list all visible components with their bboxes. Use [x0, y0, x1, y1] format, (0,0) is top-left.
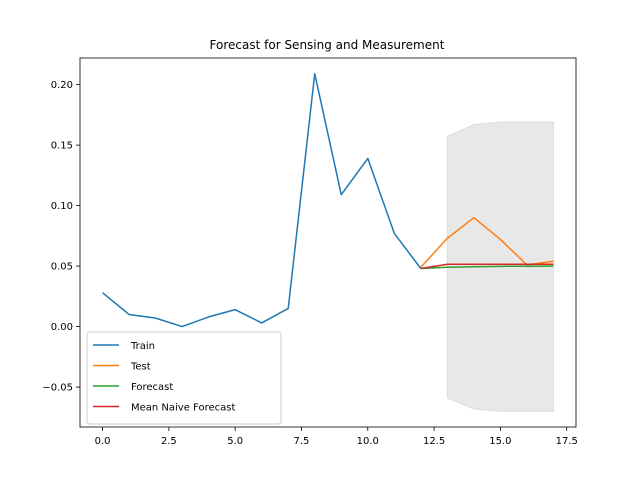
- axes-layer: 0.0 2.5 5.0 7.5 10.0 12.5 15.0 17.5 −0.05 0.00 0.0…: [42, 57, 578, 447]
- chart-title: Forecast for Sensing and Measurement: [210, 38, 445, 52]
- series-line-forecast: [420, 265, 554, 270]
- x-tick-label: 0.0: [95, 436, 111, 447]
- y-tick-label: 0.05: [51, 262, 73, 273]
- x-tick-label: 15.0: [489, 436, 511, 447]
- series-line-mean-naive-forecast: [420, 263, 554, 270]
- x-tick-label: 2.5: [161, 436, 177, 447]
- x-tick-label: 12.5: [423, 436, 445, 447]
- y-tick-label: 0.15: [51, 141, 73, 152]
- x-tick-label: 10.0: [357, 436, 379, 447]
- legend-label: Forecast: [131, 382, 173, 393]
- series-layer: [102, 72, 554, 328]
- x-tick-label: 17.5: [556, 436, 578, 447]
- y-tick-label: 0.10: [51, 201, 73, 212]
- legend-label: Test: [130, 362, 151, 373]
- legend-label: Mean Naive Forecast: [131, 403, 235, 414]
- x-tick-label: 7.5: [294, 436, 310, 447]
- x-tick-label: 5.0: [227, 436, 243, 447]
- legend: Train Test Forecast Mean Naive Forecast: [86, 331, 282, 425]
- legend-box: [86, 331, 282, 425]
- legend-label: Train: [130, 341, 155, 352]
- y-tick-label: 0.00: [51, 322, 73, 333]
- y-tick-label: 0.20: [51, 80, 73, 91]
- y-tick-label: −0.05: [42, 383, 73, 394]
- plot-frame: [79, 57, 577, 428]
- series-line-train: [102, 72, 422, 328]
